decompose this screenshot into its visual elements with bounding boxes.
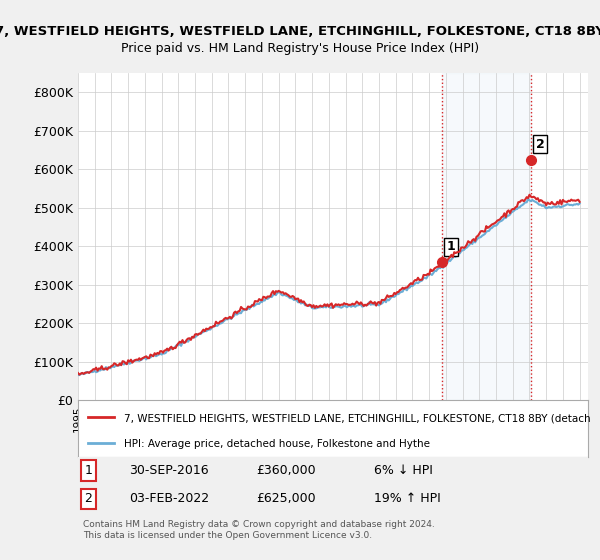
Text: Contains HM Land Registry data © Crown copyright and database right 2024.
This d: Contains HM Land Registry data © Crown c…: [83, 520, 435, 539]
Text: 7, WESTFIELD HEIGHTS, WESTFIELD LANE, ETCHINGHILL, FOLKESTONE, CT18 8BY (detach: 7, WESTFIELD HEIGHTS, WESTFIELD LANE, ET…: [124, 413, 590, 423]
Text: 6% ↓ HPI: 6% ↓ HPI: [374, 464, 433, 477]
Text: 2: 2: [536, 138, 545, 151]
Text: 19% ↑ HPI: 19% ↑ HPI: [374, 492, 440, 505]
Text: 1: 1: [84, 464, 92, 477]
Text: 7, WESTFIELD HEIGHTS, WESTFIELD LANE, ETCHINGHILL, FOLKESTONE, CT18 8BY: 7, WESTFIELD HEIGHTS, WESTFIELD LANE, ET…: [0, 25, 600, 38]
Text: 2: 2: [84, 492, 92, 505]
Text: 03-FEB-2022: 03-FEB-2022: [129, 492, 209, 505]
Text: £360,000: £360,000: [257, 464, 316, 477]
Text: HPI: Average price, detached house, Folkestone and Hythe: HPI: Average price, detached house, Folk…: [124, 438, 430, 449]
Text: 1: 1: [447, 240, 455, 253]
Text: Price paid vs. HM Land Registry's House Price Index (HPI): Price paid vs. HM Land Registry's House …: [121, 42, 479, 55]
Text: 30-SEP-2016: 30-SEP-2016: [129, 464, 209, 477]
Bar: [442, 73, 531, 400]
Text: £625,000: £625,000: [257, 492, 316, 505]
